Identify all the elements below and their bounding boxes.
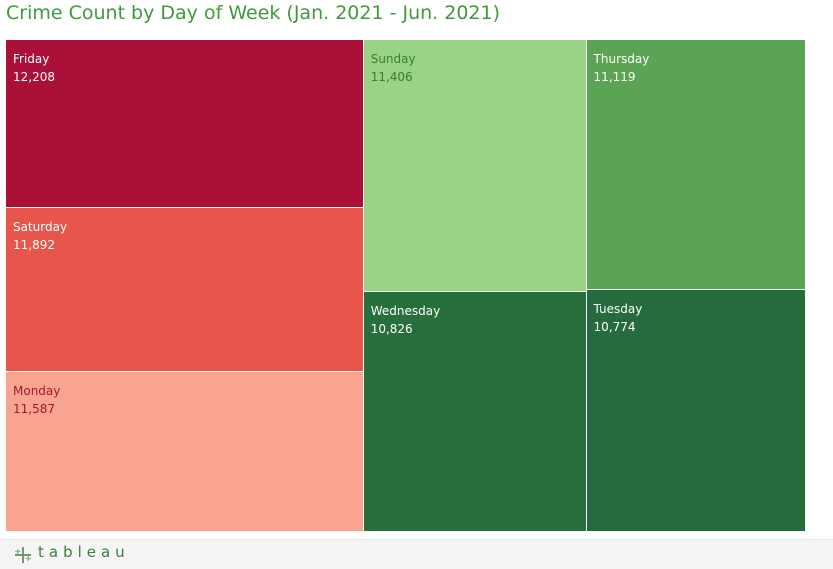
- tile-crime-count: 11,406: [370, 70, 413, 84]
- tile-label: Tuesday 10,774: [594, 300, 643, 336]
- tile-crime-count: 11,119: [593, 70, 636, 84]
- tableau-plus-logo-icon: [15, 547, 31, 563]
- tile-crime-count: 11,587: [13, 402, 55, 417]
- tile-label: Friday 12,208: [13, 50, 55, 86]
- treemap-tile-sunday[interactable]: Sunday 11,406: [363, 40, 587, 293]
- tile-label: Sunday 11,406: [371, 50, 416, 86]
- tableau-footer: tableau: [0, 539, 833, 569]
- tile-crime-count: 10,774: [593, 319, 636, 334]
- treemap-tile-thursday[interactable]: Thursday 11,119: [586, 40, 806, 290]
- tile-day-name: Sunday: [370, 52, 416, 66]
- treemap-tile-friday[interactable]: Friday 12,208: [6, 40, 364, 209]
- tile-day-name: Friday: [13, 52, 50, 66]
- tile-day-name: Thursday: [593, 52, 650, 66]
- treemap-tile-tuesday[interactable]: Tuesday 10,774: [586, 289, 806, 532]
- tile-day-name: Monday: [13, 384, 61, 399]
- tile-label: Wednesday 10,826: [371, 302, 440, 338]
- tile-day-name: Saturday: [13, 220, 68, 235]
- tableau-logo-text[interactable]: tableau: [38, 543, 130, 561]
- tile-day-name: Tuesday: [593, 301, 643, 316]
- tile-day-name: Wednesday: [370, 304, 441, 319]
- chart-title: Crime Count by Day of Week (Jan. 2021 - …: [6, 2, 501, 24]
- tile-label: Monday 11,587: [13, 382, 60, 418]
- tile-crime-count: 10,826: [370, 322, 413, 337]
- tile-crime-count: 11,892: [13, 238, 55, 253]
- treemap-tile-wednesday[interactable]: Wednesday 10,826: [363, 292, 587, 532]
- tile-label: Saturday 11,892: [13, 218, 67, 254]
- tile-crime-count: 12,208: [13, 70, 55, 84]
- treemap-chart: Friday 12,208 Saturday 11,892 Monday 11,587 Su…: [6, 40, 806, 532]
- treemap-tile-saturday[interactable]: Saturday 11,892: [6, 208, 364, 373]
- tile-label: Thursday 11,119: [594, 50, 650, 86]
- treemap-tile-monday[interactable]: Monday 11,587: [6, 372, 364, 532]
